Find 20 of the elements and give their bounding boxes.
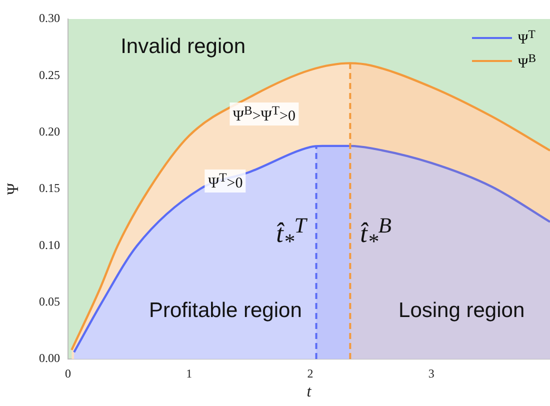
x-tick-label: 3	[428, 366, 434, 380]
x-tick-label: 2	[307, 366, 314, 380]
y-tick-label: 0.25	[39, 68, 60, 82]
y-tick-label: 0.15	[39, 181, 60, 196]
x-tick-label: 0	[65, 366, 71, 380]
y-tick-label: 0.10	[39, 238, 60, 252]
x-tick-label: 1	[186, 366, 192, 380]
y-tick-label: 0.05	[39, 294, 60, 308]
y-tick-label: 0.20	[39, 124, 60, 138]
y-tick-label: 0.30	[39, 11, 60, 26]
y-tick-label: 0.00	[39, 351, 60, 366]
legend-label: Ψ$^{T}$	[518, 27, 536, 50]
x-axis-title: t	[306, 384, 312, 401]
legend-label: Ψ$^{B}$	[518, 50, 536, 74]
annotation: Profitable region	[148, 299, 302, 324]
annotation: Losing region	[398, 299, 525, 324]
annotation: Ψ$^{B}$>Ψ$^{T}$>0	[230, 102, 298, 126]
annotation: Ψ$^{T}$>0	[205, 170, 246, 193]
y-axis-title: Ψ	[4, 182, 22, 195]
annotation: Invalid region	[120, 35, 246, 60]
